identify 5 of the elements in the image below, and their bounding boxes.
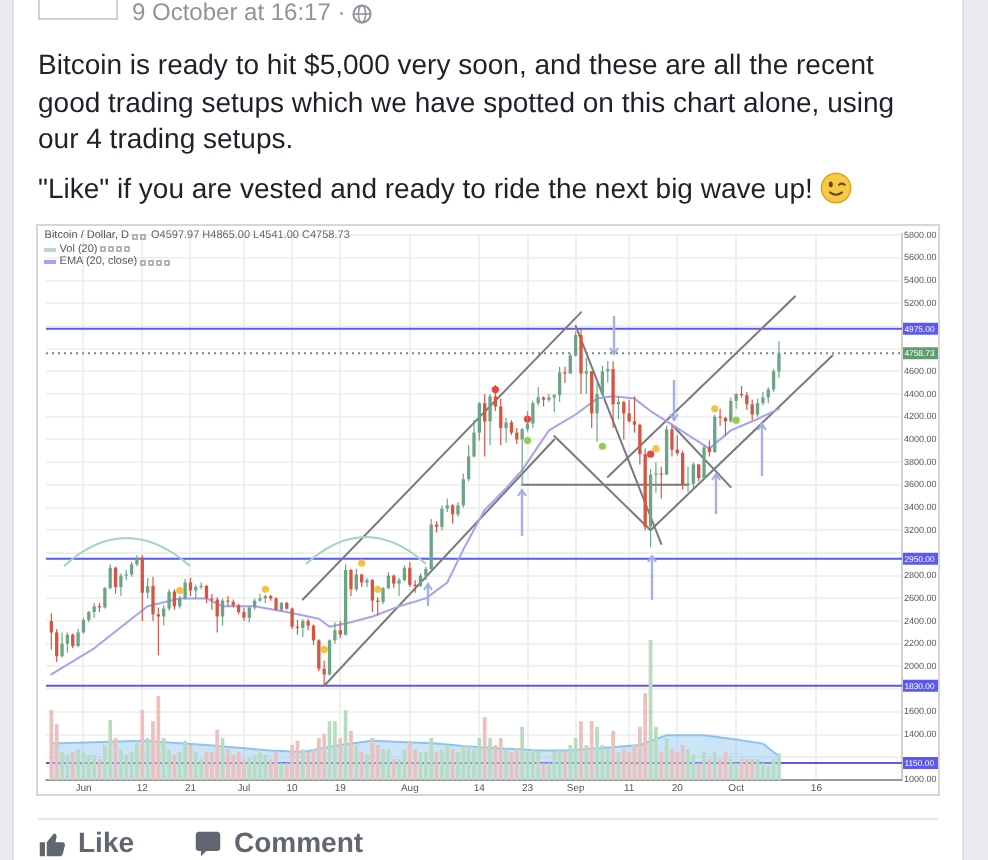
text: 9 October at 16:17 · — [132, 0, 346, 26]
chart-subtitle: "Like" if you are vested and ready to ride the next big wave up! — [38, 170, 815, 207]
text: Like — [78, 826, 135, 858]
chart-title: Bitcoin is ready to hit $5,000 very soon, and these are all the recent good trading setups which we have spotted on this chart alone, using our 4 trading setups. — [38, 46, 897, 157]
text: Comment — [234, 826, 364, 858]
